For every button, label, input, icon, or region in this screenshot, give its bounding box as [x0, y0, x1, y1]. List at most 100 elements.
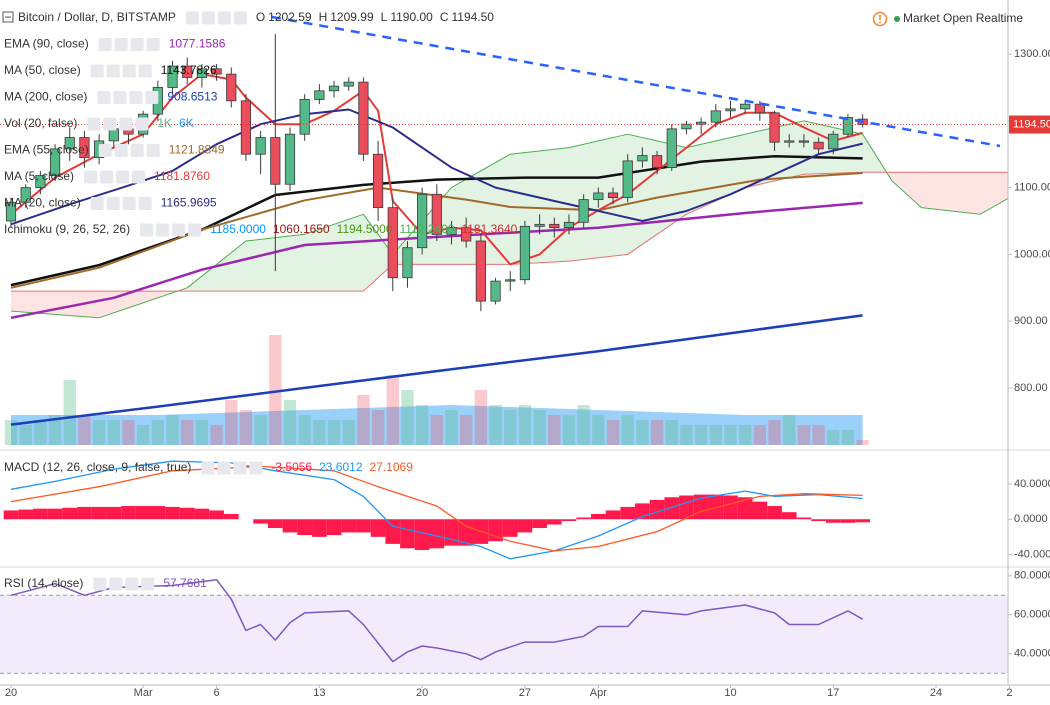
candle-body [710, 110, 721, 123]
volume-bar [386, 375, 399, 445]
volume-bar [357, 395, 370, 445]
legend-button[interactable] [132, 170, 146, 184]
candle-body [754, 103, 765, 114]
legend-button[interactable] [114, 144, 128, 157]
legend-button[interactable] [100, 170, 114, 184]
alert-icon[interactable] [872, 11, 888, 27]
legend-button[interactable] [138, 64, 152, 78]
x-tick-label: 10 [724, 687, 736, 699]
legend-button[interactable] [103, 117, 117, 131]
candle-body [314, 90, 325, 100]
legend-button[interactable] [122, 197, 136, 210]
macd-histogram-bar [796, 517, 812, 520]
macd-histogram-bar [135, 506, 151, 520]
rsi-pane [0, 578, 1008, 674]
volume-bar [489, 405, 502, 445]
volume-bar [460, 415, 473, 445]
macd-histogram-bar [106, 506, 122, 520]
candle-body [35, 175, 46, 189]
y-tick-label: 1100.00 [1014, 182, 1050, 194]
legend-button[interactable] [138, 197, 152, 210]
indicator-line [10, 172, 863, 289]
y-tick-label: 800.00 [1014, 382, 1048, 394]
legend-name: RSI (14, close) [4, 576, 83, 590]
legend-button[interactable] [114, 38, 128, 51]
candle-body [284, 133, 296, 185]
legend-button[interactable] [122, 64, 136, 78]
legend-button[interactable] [130, 38, 144, 51]
volume-bar [327, 420, 341, 445]
volume-bar [254, 415, 267, 445]
legend-value: 1181.3640 [461, 222, 517, 236]
macd-histogram-bar [267, 519, 283, 529]
legend-button[interactable] [185, 11, 199, 25]
y-tick-label: 80.0000 [1014, 570, 1050, 582]
legend-button[interactable] [98, 144, 112, 157]
legend-value: 1077.1586 [169, 37, 226, 51]
candle-body [505, 279, 516, 282]
volume-bar [401, 390, 414, 445]
cloud-segment [892, 172, 922, 208]
legend-button[interactable] [109, 577, 123, 591]
legend-button[interactable] [84, 170, 98, 184]
candle-body [622, 160, 633, 199]
legend-button[interactable] [140, 223, 154, 237]
legend-button[interactable] [249, 461, 263, 475]
legend-button[interactable] [233, 11, 247, 25]
legend-value: 1185.0000 [210, 222, 266, 236]
legend-button[interactable] [125, 577, 139, 591]
legend-button[interactable] [106, 197, 120, 210]
legend-button[interactable] [113, 91, 127, 104]
legend-value: 27.1069 [370, 460, 414, 474]
legend-button[interactable] [217, 11, 231, 25]
candle-body [490, 280, 501, 302]
legend-button[interactable] [106, 64, 120, 78]
macd-histogram-bar [590, 513, 606, 520]
legend-button[interactable] [90, 64, 104, 78]
candle-body [593, 192, 604, 201]
legend-button[interactable] [119, 117, 133, 131]
legend-button[interactable] [130, 144, 144, 157]
legend-button[interactable] [135, 117, 149, 131]
legend-button[interactable] [146, 38, 160, 51]
candle-body [20, 187, 31, 203]
legend-button[interactable] [141, 577, 155, 591]
legend-button[interactable] [201, 461, 215, 475]
collapse-icon[interactable] [2, 11, 14, 23]
rsi-line [10, 578, 863, 663]
legend-button[interactable] [146, 144, 160, 157]
volume-bar [48, 415, 62, 445]
volume-bar [533, 410, 546, 445]
legend-button[interactable] [93, 577, 107, 591]
legend-button[interactable] [145, 91, 159, 104]
legend-button[interactable] [116, 170, 130, 184]
legend-button[interactable] [98, 38, 112, 51]
legend-button[interactable] [129, 91, 143, 104]
legend-button[interactable] [172, 223, 186, 237]
candle-body [358, 81, 369, 155]
indicator-line [10, 201, 863, 320]
macd-histogram-bar [312, 519, 327, 537]
legend-button[interactable] [87, 117, 101, 131]
legend-button[interactable] [201, 11, 215, 25]
legend-button[interactable] [188, 223, 202, 237]
volume-bar [812, 425, 825, 445]
legend-name: MA (20, close) [4, 196, 81, 210]
volume-bar [856, 440, 869, 445]
macd-histogram-bar [356, 519, 371, 533]
macd-histogram-bar [341, 519, 357, 533]
macd-histogram-bar [444, 519, 459, 546]
volume-bar [4, 420, 18, 445]
candle-body [828, 133, 839, 150]
legend-button[interactable] [217, 461, 231, 475]
legend-button[interactable] [97, 91, 111, 104]
macd-histogram-bar [223, 513, 239, 520]
legend-button[interactable] [90, 197, 104, 210]
macd-histogram-bar [18, 509, 34, 520]
candle-body [49, 148, 61, 176]
legend-button[interactable] [233, 461, 247, 475]
macd-histogram-bar [47, 508, 63, 520]
legend-button[interactable] [156, 223, 170, 237]
volume-bar [724, 425, 737, 445]
